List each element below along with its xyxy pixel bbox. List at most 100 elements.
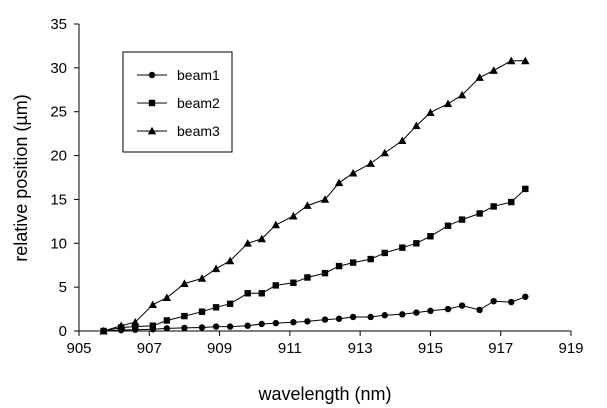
beam2-point <box>476 210 483 217</box>
y-tick-label: 0 <box>59 323 67 340</box>
series-beam3 <box>99 56 530 335</box>
legend-box <box>122 51 233 153</box>
x-axis-title: wavelength (nm) <box>257 384 391 404</box>
x-tick-label: 919 <box>558 340 583 357</box>
beam3-point <box>334 178 344 187</box>
beam1-point <box>272 319 279 327</box>
square-marker-icon <box>148 99 156 107</box>
legend-item-beam2: beam2 <box>137 95 220 111</box>
beam1-point <box>522 293 529 300</box>
beam3-point <box>475 73 484 81</box>
beam2-point <box>399 244 406 251</box>
beam3-point <box>398 136 407 145</box>
x-tick-label: 905 <box>66 340 91 357</box>
beam2-point <box>508 198 515 206</box>
beam3-point <box>412 121 421 130</box>
beam2-point <box>522 185 529 193</box>
beam3-point <box>257 234 266 243</box>
beam1-point <box>444 305 452 313</box>
beam1-point <box>244 322 251 329</box>
beam1-point <box>349 313 357 321</box>
legend-item-beam3: beam3 <box>137 123 220 139</box>
beam1-point <box>321 316 329 323</box>
beam2-point <box>381 249 388 257</box>
beam3-point <box>521 56 530 65</box>
x-tick-label: 911 <box>278 340 302 357</box>
beam2-point <box>244 290 251 297</box>
beam3-point <box>380 148 389 157</box>
beam3-point <box>99 326 108 335</box>
beam1-point <box>335 315 343 322</box>
plot-area <box>78 24 571 332</box>
beam1-point <box>212 323 220 330</box>
beam3-point <box>131 318 140 326</box>
beam2-point <box>290 279 297 286</box>
legend: beam1 beam2 beam3 <box>122 51 233 153</box>
beam1-point <box>413 309 420 316</box>
beam2-point <box>349 259 357 266</box>
beam3-point <box>507 56 516 65</box>
beam3-point <box>366 159 375 167</box>
beam1-point <box>198 324 206 331</box>
beam1-line <box>103 296 526 332</box>
beam1-point <box>490 297 497 305</box>
x-tick-label: 913 <box>348 340 373 357</box>
beam3-point <box>489 66 498 74</box>
beam1-point <box>181 324 188 332</box>
beam2-point <box>444 222 452 229</box>
beam2-point <box>413 240 420 247</box>
beam2-point <box>132 323 139 330</box>
y-tick-label: 10 <box>50 235 67 252</box>
beam1-point <box>367 313 374 321</box>
beam2-point <box>427 233 434 240</box>
beam3-point <box>225 256 235 265</box>
y-tick-label: 20 <box>50 148 67 165</box>
x-tick-label: 917 <box>488 340 513 357</box>
beam2-point <box>163 317 171 324</box>
beam2-point <box>258 290 265 297</box>
beam1-point <box>290 319 297 326</box>
beam2-point <box>272 282 279 289</box>
beam2-point <box>490 203 497 210</box>
beam3-point <box>348 168 358 177</box>
beam3-line <box>103 60 526 332</box>
beam2-point <box>321 269 329 277</box>
beam2-point <box>226 300 234 308</box>
beam1-point <box>381 312 388 319</box>
circle-marker-icon <box>148 71 156 79</box>
beam3-point <box>289 211 298 220</box>
beam1-point <box>427 307 434 315</box>
beam1-point <box>304 318 311 325</box>
beam1-point <box>258 320 265 328</box>
beam2-point <box>304 274 311 281</box>
beam2-point <box>198 308 206 315</box>
x-tick-label: 907 <box>137 340 162 357</box>
beam3-point <box>271 220 280 229</box>
beam2-point <box>181 312 188 320</box>
beam3-point <box>197 274 207 282</box>
y-tick-label: 30 <box>50 60 67 77</box>
beam2-point <box>149 322 156 329</box>
beam2-point <box>212 304 220 311</box>
legend-label: beam3 <box>177 123 220 139</box>
beam3-point <box>243 239 252 247</box>
x-ticks: 905 907 909 911 913 915 917 919 <box>66 331 584 357</box>
beam1-point <box>508 298 515 306</box>
beam3-point <box>116 321 126 330</box>
beam2-point <box>367 255 374 263</box>
beam3-point <box>426 108 435 116</box>
beam3-point <box>303 201 312 209</box>
legend-label: beam1 <box>177 67 220 83</box>
y-ticks: 0 5 10 15 20 25 30 35 <box>50 16 79 340</box>
beam3-point <box>211 264 221 273</box>
beam2-line <box>103 188 526 332</box>
y-tick-label: 35 <box>50 16 67 33</box>
beam1-point <box>476 306 483 314</box>
y-tick-label: 5 <box>59 279 67 296</box>
beam3-point <box>148 300 157 309</box>
legend-item-beam1: beam1 <box>137 67 220 83</box>
beam1-point <box>163 325 171 332</box>
series-beam2 <box>100 185 529 335</box>
x-tick-label: 909 <box>207 340 232 357</box>
